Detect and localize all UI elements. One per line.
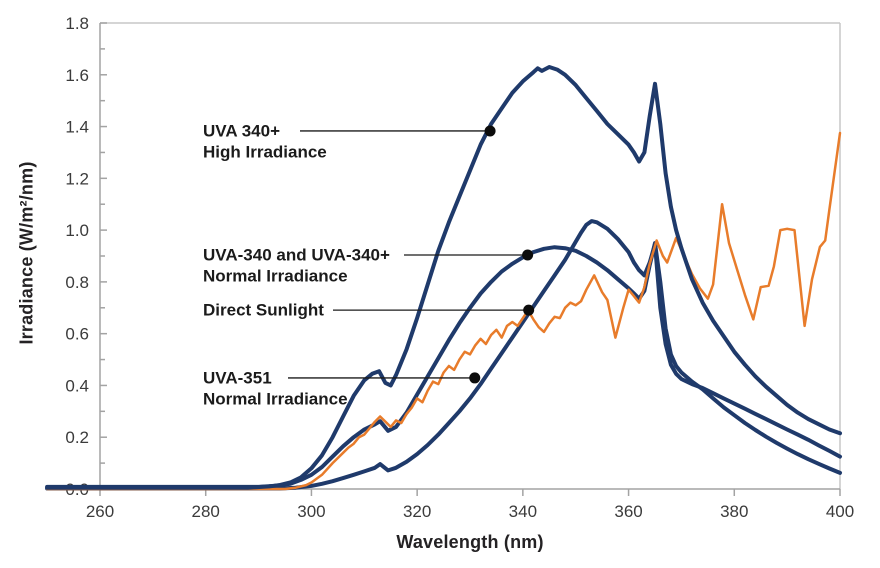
- annotation-label-uva351-normal-line2: Normal Irradiance: [203, 389, 348, 408]
- x-tick-label: 260: [86, 502, 114, 521]
- x-tick-label: 360: [614, 502, 642, 521]
- y-tick-label: 1.4: [65, 118, 89, 137]
- series-uva340-normal-irradiance: [45, 241, 842, 489]
- annotation-label-uva340plus-high-line1: UVA 340+: [203, 121, 280, 140]
- annotation-label-uva340-normal-line2: Normal Irradiance: [203, 266, 348, 285]
- series-direct-sunlight: [45, 131, 842, 491]
- y-tick-label: 1.6: [65, 66, 89, 85]
- x-axis-title: Wavelength (nm): [396, 532, 544, 552]
- y-tick-label: 1.8: [65, 14, 89, 33]
- annotation-label-uva340plus-high-line2: High Irradiance: [203, 142, 327, 161]
- x-tick-label: 320: [403, 502, 431, 521]
- y-tick-label: 1.2: [65, 169, 89, 188]
- annotation-label-uva340-normal-line1: UVA-340 and UVA-340+: [203, 245, 390, 264]
- annotation-dot-uva340-normal: [522, 249, 534, 261]
- y-tick-label: 0.2: [65, 428, 89, 447]
- x-tick-label: 380: [720, 502, 748, 521]
- y-tick-label: 0.6: [65, 325, 89, 344]
- y-tick-label: 0.4: [65, 376, 89, 395]
- x-tick-label: 300: [297, 502, 325, 521]
- annotation-dot-uva340plus-high: [484, 125, 496, 137]
- y-tick-label: 0.8: [65, 273, 89, 292]
- x-tick-label: 280: [192, 502, 220, 521]
- annotation-dot-direct-sunlight: [523, 304, 535, 316]
- annotation-label-uva351-normal-line1: UVA-351: [203, 368, 272, 387]
- series-uva340plus-high-irradiance: [45, 65, 842, 490]
- annotation-dot-uva351-normal: [469, 372, 481, 384]
- y-axis-title: Irradiance (W/m²/nm): [16, 161, 37, 345]
- annotation-label-direct-sunlight-line1: Direct Sunlight: [203, 301, 324, 320]
- y-tick-label: 1.0: [65, 221, 89, 240]
- series-uva351-normal-irradiance: [45, 219, 842, 491]
- x-tick-label: 400: [826, 502, 854, 521]
- x-tick-label: 340: [509, 502, 537, 521]
